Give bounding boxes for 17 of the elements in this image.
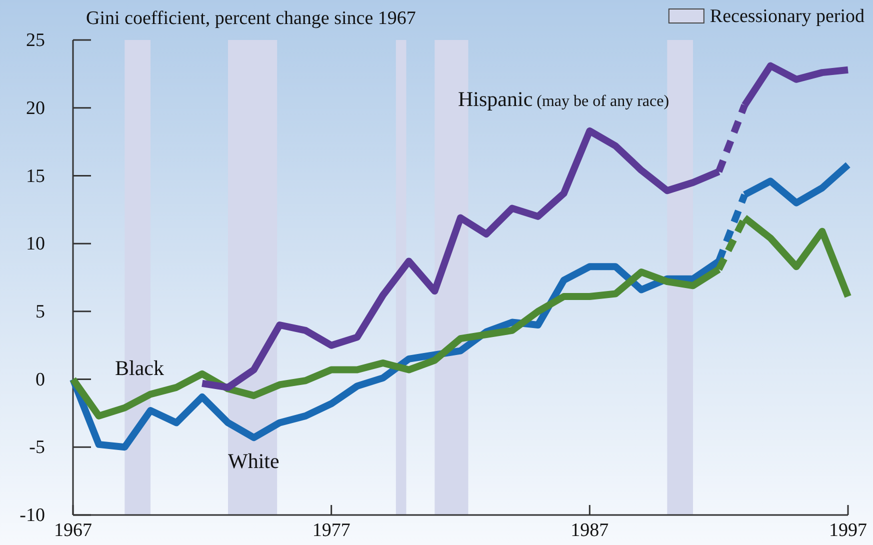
series-label: Black — [115, 356, 164, 380]
y-tick-label: 20 — [26, 98, 45, 119]
series-label: Hispanic (may be of any race) — [458, 87, 670, 111]
series-label: White — [228, 449, 280, 473]
x-tick-label: 1997 — [829, 520, 867, 542]
y-tick-label: 15 — [26, 166, 45, 187]
y-tick-label: -5 — [29, 437, 45, 458]
y-tick-label: 0 — [36, 369, 45, 390]
y-tick-label: 5 — [36, 302, 45, 323]
y-axis-title: Gini coefficient, percent change since 1967 — [86, 8, 416, 29]
x-tick-label: 1987 — [570, 520, 609, 542]
x-tick-label: 1967 — [54, 520, 92, 542]
legend-label: Recessionary period — [710, 6, 865, 27]
y-tick-label: 25 — [26, 30, 45, 52]
x-tick-label: 1977 — [312, 520, 350, 542]
y-tick-label: -10 — [20, 505, 45, 526]
y-tick-label: 10 — [26, 234, 45, 255]
